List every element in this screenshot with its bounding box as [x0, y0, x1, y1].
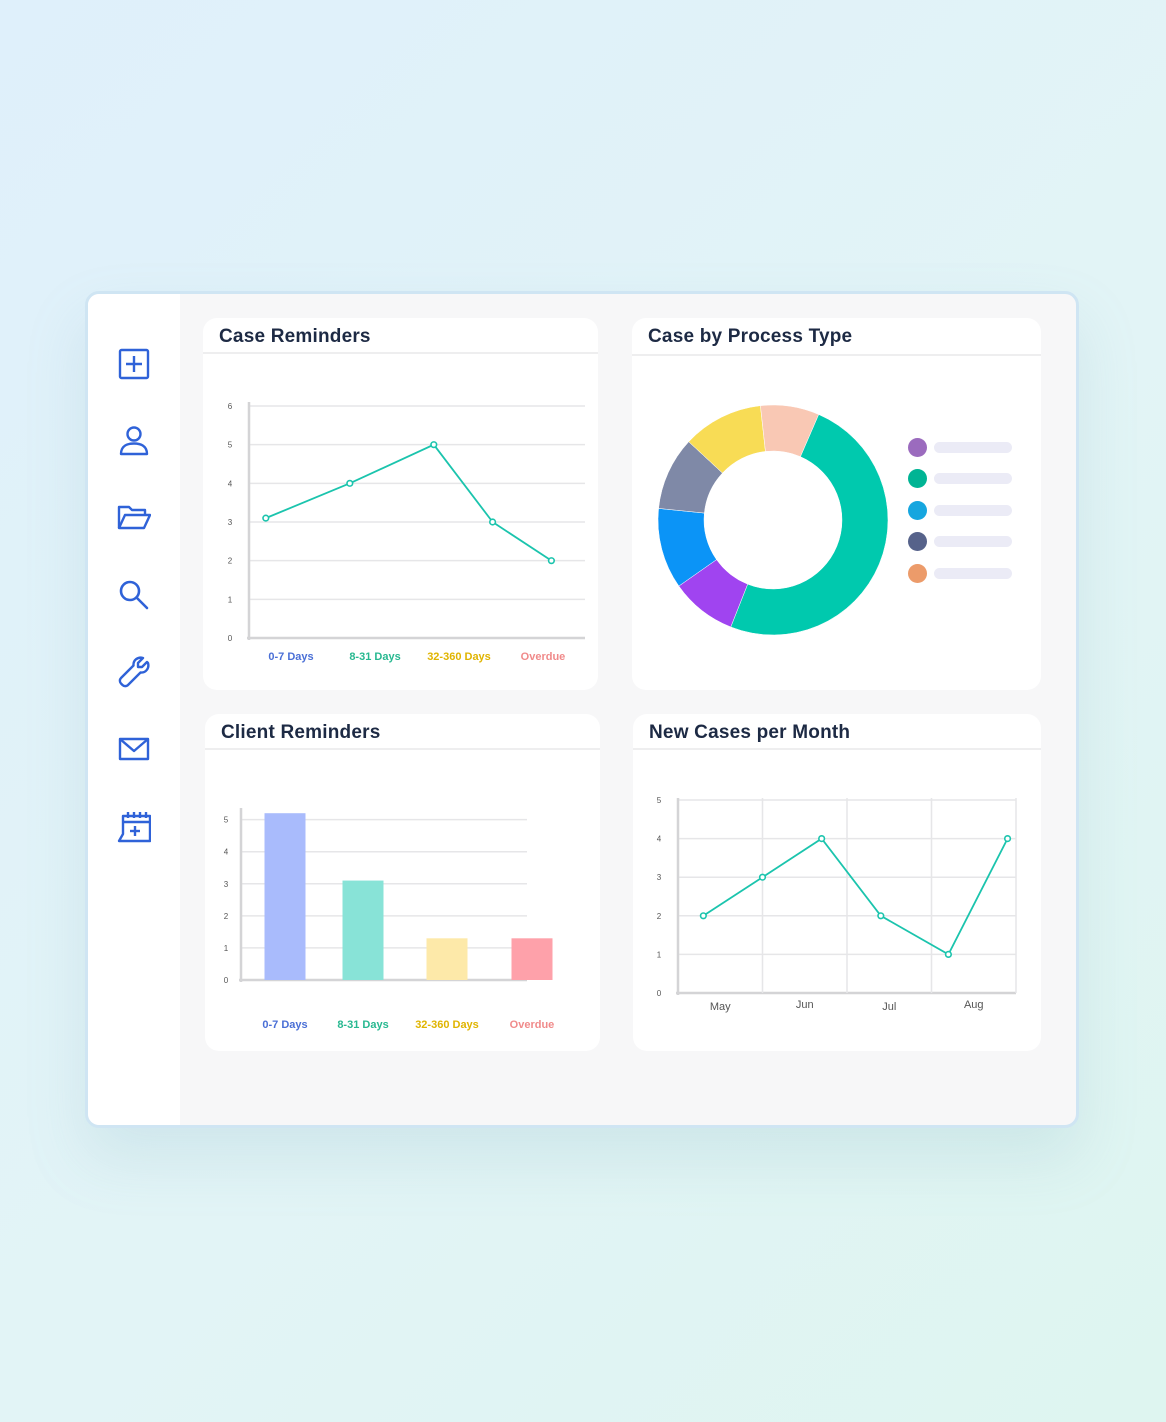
new-case-button[interactable] — [116, 346, 152, 382]
legend-swatch — [908, 563, 927, 583]
tools-button[interactable] — [116, 654, 152, 690]
y-tick-label: 5 — [224, 816, 229, 825]
data-point — [758, 873, 767, 881]
legend-item — [908, 500, 1018, 521]
card-title: Case Reminders — [219, 326, 371, 347]
user-icon — [119, 426, 149, 456]
wrench-icon — [118, 656, 150, 688]
search-button[interactable] — [116, 577, 152, 613]
x-category-label: Jun — [796, 999, 814, 1011]
y-tick-label: 4 — [657, 835, 662, 844]
legend-label-placeholder — [934, 473, 1012, 485]
data-point — [1003, 834, 1012, 843]
x-category-label: 8-31 Days — [337, 1019, 388, 1031]
y-tick-label: 2 — [657, 912, 662, 921]
app-window: Case Reminders 0 1 2 3 4 5 6 0-7 Days 8-31 Days 3… — [85, 291, 1079, 1128]
x-category-label: Jul — [882, 1001, 896, 1013]
sidebar — [88, 294, 180, 1125]
legend-item — [908, 438, 1018, 458]
client-reminders-chart: 0 1 2 3 4 5 0-7 Days 8-31 Days 32-360 Days Overdu… — [224, 808, 555, 1031]
folder-open-icon — [117, 505, 151, 530]
data-point — [430, 441, 438, 449]
legend-swatch — [908, 438, 927, 457]
data-point — [877, 912, 885, 920]
y-tick-label: 0 — [657, 989, 662, 998]
bar — [264, 813, 306, 980]
x-category-label: Overdue — [510, 1019, 555, 1031]
y-tick-label: 4 — [228, 479, 233, 488]
card-header: Case by Process Type — [632, 318, 1041, 356]
calendar-add-icon — [117, 812, 151, 843]
card-header: New Cases per Month — [633, 714, 1041, 750]
client-reminders-card: Client Reminders 0 1 2 3 4 5 0-7 Days 8-31 Days… — [205, 714, 600, 1051]
y-tick-label: 3 — [228, 518, 233, 527]
card-title: Client Reminders — [221, 722, 381, 743]
data-point — [489, 518, 497, 526]
bar — [426, 938, 468, 980]
card-header: Case Reminders — [203, 318, 598, 354]
series-line — [702, 837, 1009, 956]
legend-label-placeholder — [934, 536, 1012, 548]
x-category-label: 32-360 Days — [427, 651, 491, 663]
legend-item — [908, 563, 1018, 584]
data-point — [699, 912, 707, 920]
card-header: Client Reminders — [205, 714, 600, 750]
new-cases-card: New Cases per Month 0 1 2 3 4 5 May Jun Jul Aug — [633, 714, 1041, 1051]
data-point — [262, 514, 270, 522]
bar — [342, 880, 384, 980]
legend-label-placeholder — [934, 567, 1012, 579]
y-tick-label: 0 — [228, 634, 233, 643]
y-tick-label: 1 — [657, 950, 662, 959]
plus-square-icon — [118, 348, 150, 380]
process-type-card: Case by Process Type — [632, 318, 1041, 690]
x-category-label: 32-360 Days — [415, 1019, 479, 1031]
legend-item — [908, 469, 1018, 489]
legend-item — [908, 532, 1018, 552]
x-category-label: 0-7 Days — [268, 651, 313, 663]
legend-swatch — [908, 532, 927, 552]
cases-button[interactable] — [116, 500, 152, 536]
donut-slice — [760, 404, 820, 458]
legend-label-placeholder — [934, 504, 1012, 516]
y-tick-label: 5 — [228, 441, 233, 450]
case-reminders-chart: 0 1 2 3 4 5 6 0-7 Days 8-31 Days 32-360 Days Overd… — [228, 402, 585, 663]
y-tick-label: 0 — [224, 976, 229, 985]
calendar-button[interactable] — [116, 809, 152, 845]
y-tick-label: 6 — [228, 402, 233, 411]
data-point — [346, 479, 354, 487]
x-category-label: May — [710, 1001, 731, 1013]
y-tick-label: 2 — [224, 912, 229, 921]
x-category-label: 0-7 Days — [262, 1019, 307, 1031]
data-point — [547, 557, 556, 565]
data-point — [818, 834, 826, 843]
y-tick-label: 4 — [224, 848, 229, 857]
data-point — [944, 950, 953, 958]
bar — [511, 938, 553, 980]
case-reminders-card: Case Reminders 0 1 2 3 4 5 6 0-7 Days 8-31 Days 3… — [203, 318, 598, 690]
x-category-label: 8-31 Days — [349, 651, 400, 663]
y-tick-label: 5 — [657, 796, 662, 805]
series-line — [265, 443, 552, 562]
y-tick-label: 1 — [228, 595, 233, 604]
search-icon — [119, 580, 149, 610]
legend-swatch — [908, 500, 927, 520]
y-tick-label: 3 — [657, 873, 662, 882]
messages-button[interactable] — [116, 731, 152, 767]
card-title: New Cases per Month — [649, 722, 851, 743]
y-tick-label: 2 — [228, 557, 233, 566]
new-cases-chart: 0 1 2 3 4 5 May Jun Jul Aug — [657, 796, 1017, 1013]
legend-label-placeholder — [934, 442, 1012, 453]
clients-button[interactable] — [116, 423, 152, 459]
y-tick-label: 3 — [224, 880, 229, 889]
card-title: Case by Process Type — [648, 326, 853, 347]
donut-slice — [730, 414, 889, 636]
x-category-label: Aug — [964, 999, 984, 1011]
x-category-label: Overdue — [521, 651, 566, 663]
mail-icon — [118, 737, 150, 761]
process-type-chart — [657, 404, 889, 636]
y-tick-label: 1 — [224, 944, 229, 953]
legend-swatch — [908, 469, 927, 489]
